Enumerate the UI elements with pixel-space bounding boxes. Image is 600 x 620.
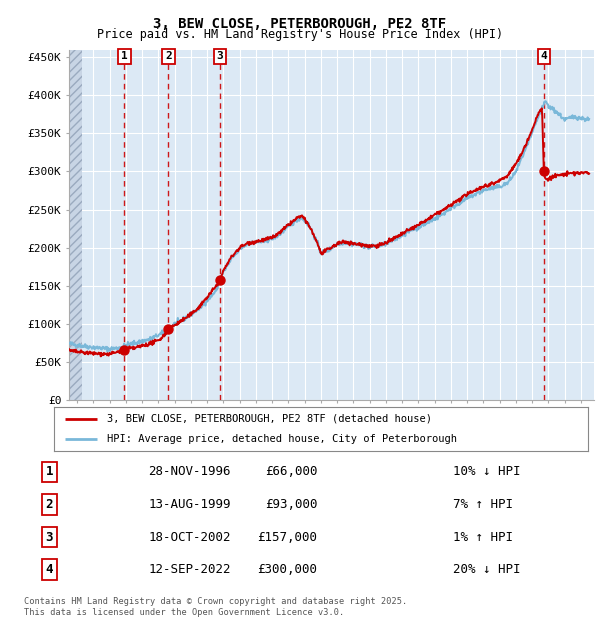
Text: £157,000: £157,000 xyxy=(257,531,317,544)
Text: 10% ↓ HPI: 10% ↓ HPI xyxy=(452,466,520,479)
Text: 2: 2 xyxy=(46,498,53,511)
Text: Contains HM Land Registry data © Crown copyright and database right 2025.
This d: Contains HM Land Registry data © Crown c… xyxy=(24,598,407,617)
Text: 28-NOV-1996: 28-NOV-1996 xyxy=(148,466,230,479)
Text: £66,000: £66,000 xyxy=(265,466,317,479)
Text: 1% ↑ HPI: 1% ↑ HPI xyxy=(452,531,512,544)
Text: 3, BEW CLOSE, PETERBOROUGH, PE2 8TF: 3, BEW CLOSE, PETERBOROUGH, PE2 8TF xyxy=(154,17,446,30)
Bar xyxy=(69,50,82,400)
Text: 20% ↓ HPI: 20% ↓ HPI xyxy=(452,563,520,576)
Text: £93,000: £93,000 xyxy=(265,498,317,511)
Text: 4: 4 xyxy=(541,51,547,61)
Text: 7% ↑ HPI: 7% ↑ HPI xyxy=(452,498,512,511)
Text: £300,000: £300,000 xyxy=(257,563,317,576)
Text: 3: 3 xyxy=(46,531,53,544)
Text: 2: 2 xyxy=(165,51,172,61)
Text: HPI: Average price, detached house, City of Peterborough: HPI: Average price, detached house, City… xyxy=(107,434,457,445)
Text: 18-OCT-2002: 18-OCT-2002 xyxy=(148,531,230,544)
Text: 1: 1 xyxy=(121,51,128,61)
Text: 3, BEW CLOSE, PETERBOROUGH, PE2 8TF (detached house): 3, BEW CLOSE, PETERBOROUGH, PE2 8TF (det… xyxy=(107,414,433,424)
Text: Price paid vs. HM Land Registry's House Price Index (HPI): Price paid vs. HM Land Registry's House … xyxy=(97,29,503,41)
Text: 13-AUG-1999: 13-AUG-1999 xyxy=(148,498,230,511)
Text: 1: 1 xyxy=(46,466,53,479)
Text: 12-SEP-2022: 12-SEP-2022 xyxy=(148,563,230,576)
Text: 3: 3 xyxy=(217,51,224,61)
Text: 4: 4 xyxy=(46,563,53,576)
